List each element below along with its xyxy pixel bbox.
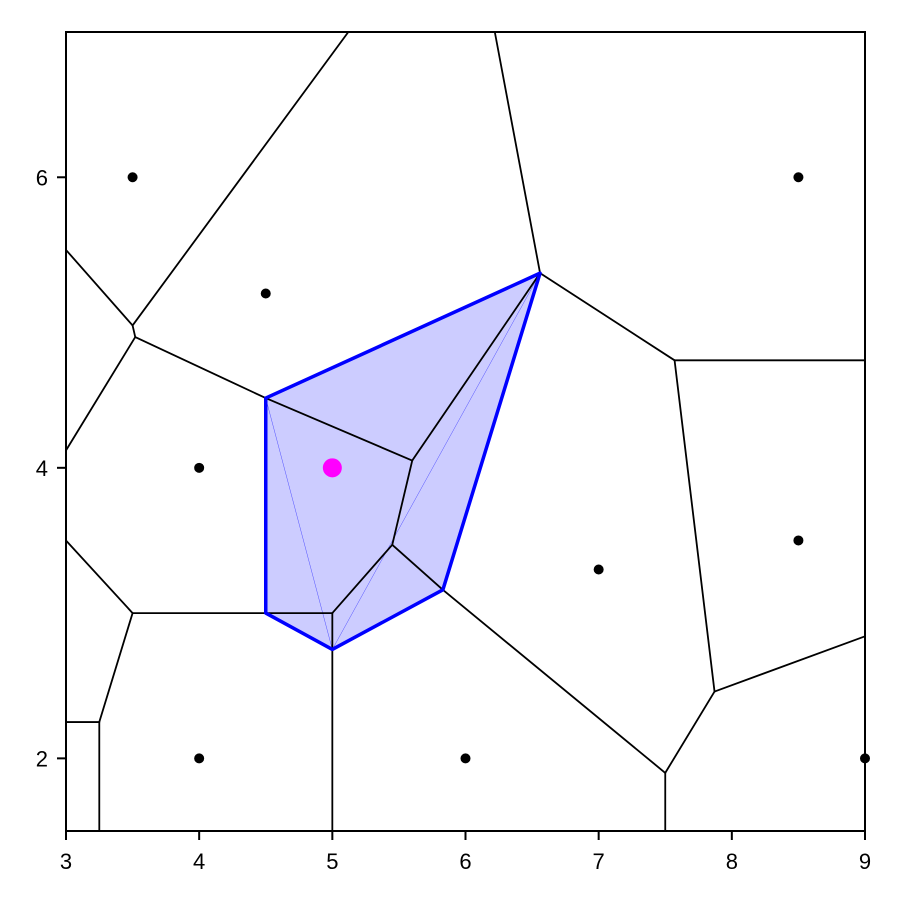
axes-layer: 3 4 5 6 7 8 9 2 4 6 xyxy=(36,165,871,874)
voronoi-edge xyxy=(65,539,134,614)
y-tick-label: 6 xyxy=(36,165,48,190)
x-tick-label: 4 xyxy=(193,849,205,874)
query-point xyxy=(322,458,342,478)
highlighted-region-layer xyxy=(265,273,541,650)
voronoi-edge xyxy=(713,635,866,693)
voronoi-edge xyxy=(391,543,444,591)
voronoi-edge xyxy=(65,249,134,327)
x-tick-label: 6 xyxy=(459,849,471,874)
x-tick-label: 3 xyxy=(60,849,72,874)
site-point xyxy=(260,288,271,299)
x-tick-label: 7 xyxy=(593,849,605,874)
site-point xyxy=(194,462,205,473)
y-tick-label: 2 xyxy=(36,746,48,771)
voronoi-edge xyxy=(539,272,676,362)
x-tick-label: 5 xyxy=(326,849,338,874)
site-points-layer xyxy=(127,172,870,764)
site-point xyxy=(127,172,138,183)
voronoi-edge xyxy=(131,31,350,327)
site-point xyxy=(793,535,804,546)
highlighted-region-fill xyxy=(265,273,541,650)
voronoi-edge xyxy=(264,397,414,462)
voronoi-edge xyxy=(134,336,267,399)
y-tick-label: 4 xyxy=(36,456,48,481)
voronoi-edges-layer xyxy=(65,31,866,832)
site-point xyxy=(593,564,604,575)
site-point xyxy=(460,753,471,764)
voronoi-edge xyxy=(131,324,137,338)
highlighted-inner-edge xyxy=(332,273,541,650)
voronoi-edge xyxy=(441,588,667,774)
site-point xyxy=(194,753,205,764)
highlighted-region-outline xyxy=(264,271,542,652)
voronoi-edge xyxy=(98,612,134,723)
voronoi-edge xyxy=(391,459,414,546)
voronoi-edge xyxy=(411,272,541,462)
x-tick-label: 9 xyxy=(859,849,871,874)
voronoi-edge xyxy=(493,31,541,275)
voronoi-edge xyxy=(673,359,716,693)
x-tick-label: 8 xyxy=(726,849,738,874)
site-point xyxy=(793,172,804,183)
voronoi-edge xyxy=(331,543,394,614)
voronoi-edge xyxy=(65,336,137,452)
highlighted-inner-edge xyxy=(265,398,333,650)
voronoi-edge xyxy=(664,690,716,774)
